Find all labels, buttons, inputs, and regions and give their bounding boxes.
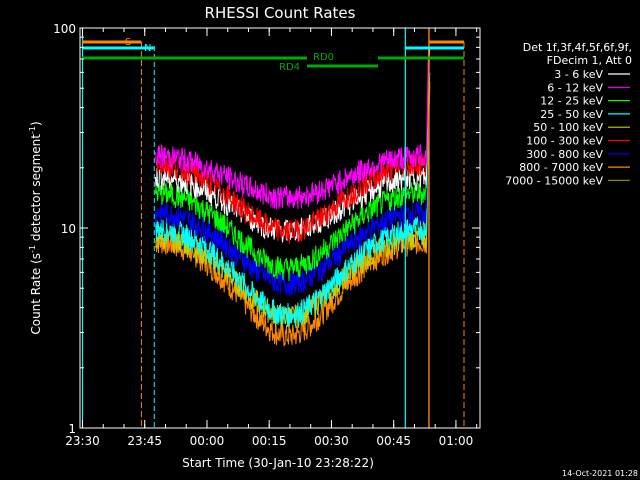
x-tick-label: 01:00: [439, 434, 474, 448]
legend-entry-label: 25 - 50 keV: [540, 108, 603, 121]
series-line-100-300keV: [155, 46, 430, 244]
series-line-6-12keV: [155, 46, 430, 210]
annotation-layer: [81, 28, 465, 428]
legend-title-line-1: Det 1f,3f,4f,5f,6f,9f,: [523, 41, 632, 54]
x-tick-label: 23:45: [127, 434, 162, 448]
x-tick-label: 00:15: [252, 434, 287, 448]
x-tick-label: 00:00: [190, 434, 225, 448]
y-axis-label: Count Rate (s-1 detector segment-1): [28, 121, 43, 334]
chart-title: RHESSI Count Rates: [205, 4, 356, 22]
axis-layer: 23:30 23:45 00:00 00:15 00:30 00:45 01:00 1 10 10…: [53, 22, 480, 448]
x-axis-label: Start Time (30-Jan-10 23:28:22): [182, 456, 374, 470]
s-label: S: [125, 37, 131, 48]
legend-entry-label: 6 - 12 keV: [547, 81, 603, 94]
legend-entry-label: 300 - 800 keV: [526, 148, 603, 161]
y-tick-label: 1: [68, 422, 76, 436]
n-label: N: [144, 43, 151, 54]
timestamp: 14-Oct-2021 01:28: [562, 469, 638, 478]
x-tick-label: 00:45: [376, 434, 411, 448]
series-line-300-800keV: [155, 56, 431, 297]
legend-title-line-2: FDecim 1, Att 0: [547, 54, 632, 67]
series-line-12-25keV: [155, 47, 431, 282]
legend-entry-label: 3 - 6 keV: [554, 68, 603, 81]
series-line-25-50keV: [155, 72, 431, 327]
series-line-3-6keV: [155, 47, 431, 243]
series-layer: [155, 46, 431, 347]
legend-entry-label: 800 - 7000 keV: [519, 161, 603, 174]
legend-entry-label: 12 - 25 keV: [540, 95, 603, 108]
legend-entry-label: 100 - 300 keV: [526, 135, 603, 148]
rd4-label: RD4: [279, 62, 300, 73]
x-tick-label: 23:30: [65, 434, 100, 448]
rd0-label: RD0: [313, 52, 334, 63]
legend: Det 1f,3f,4f,5f,6f,9f, FDecim 1, Att 0 3…: [505, 41, 632, 187]
x-tick-label: 00:30: [314, 434, 349, 448]
legend-entry-label: 7000 - 15000 keV: [505, 174, 603, 187]
legend-entry-label: 50 - 100 keV: [533, 121, 603, 134]
y-tick-label: 100: [53, 22, 76, 36]
y-tick-label: 10: [61, 222, 76, 236]
